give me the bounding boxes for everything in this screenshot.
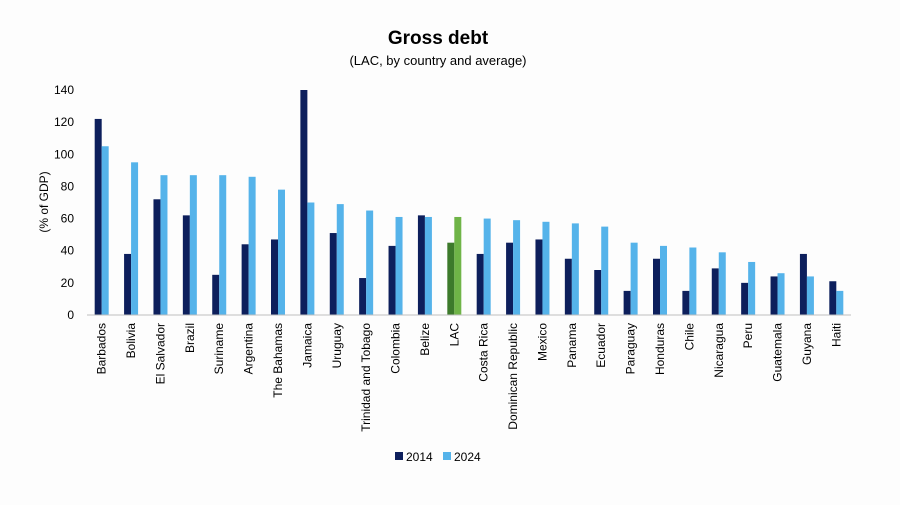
bar-2014-guatemala [770, 276, 778, 315]
y-axis: 0 20 40 60 80 100 120 140 [54, 83, 74, 322]
x-tick-label: Bolivia [124, 323, 138, 359]
bar-2014-barbados [94, 118, 102, 316]
x-tick-label: Barbados [95, 323, 109, 374]
x-axis-labels: Barbados Bolivia El Salvador Brazil Suriname… [95, 323, 844, 432]
bar-2024-brazil [189, 175, 197, 315]
x-tick-label: Panama [565, 323, 579, 368]
y-axis-label: (% of GDP) [37, 171, 51, 232]
legend: 2014 2024 [395, 450, 481, 464]
bar-2024-argentina [248, 176, 256, 315]
x-tick-label: Peru [741, 323, 755, 348]
bar-2024-dominican-republic [513, 220, 521, 315]
legend-label-2014: 2014 [406, 450, 433, 464]
bar-2024-el-salvador [160, 175, 168, 315]
x-tick-label: Argentina [242, 323, 256, 375]
bar-2024-belize [424, 216, 432, 315]
bar-2014-uruguay [329, 233, 337, 315]
y-tick-label: 100 [54, 147, 74, 161]
x-tick-label: Belize [418, 323, 432, 356]
bar-2014-the-bahamas [271, 239, 278, 315]
x-tick-label: Paraguay [624, 323, 638, 374]
bar-2024-colombia [395, 216, 403, 315]
y-tick-label: 60 [61, 212, 75, 226]
y-tick-label: 40 [61, 244, 75, 258]
bar-2024-panama [571, 223, 579, 315]
bar-2014-honduras [653, 258, 660, 315]
x-tick-label: Uruguay [330, 323, 344, 368]
bar-2024-uruguay [336, 204, 344, 315]
x-tick-label: Haiti [829, 323, 843, 347]
legend-swatch-2014 [395, 452, 403, 460]
bar-2014-suriname [212, 274, 220, 315]
bar-2014-paraguay [623, 290, 631, 315]
bar-2014-costa-rica [476, 253, 484, 315]
bar-2024-chile [689, 247, 697, 315]
bar-2014-argentina [241, 244, 249, 315]
bar-2024-jamaica [307, 202, 315, 315]
x-tick-label: Ecuador [594, 323, 608, 368]
x-tick-label: The Bahamas [271, 323, 285, 398]
x-tick-label: Jamaica [300, 323, 314, 368]
x-tick-label: Brazil [183, 323, 197, 353]
x-tick-label: Trinidad and Tobago [359, 323, 373, 432]
bar-2024-suriname [219, 175, 227, 315]
y-tick-label: 120 [54, 115, 74, 129]
bar-2024-haiti [836, 290, 844, 315]
bar-2014-trinidad-and-tobago [359, 278, 367, 315]
x-tick-label: Suriname [212, 323, 226, 375]
bar-2024-peru [748, 261, 756, 315]
x-tick-label: Colombia [389, 323, 403, 374]
legend-swatch-2024 [443, 452, 451, 460]
bar-2014-guyana [799, 253, 807, 315]
bar-2014-bolivia [124, 253, 132, 315]
bar-2024-paraguay [630, 242, 638, 315]
x-tick-label: Guatemala [771, 323, 785, 382]
x-tick-label: Nicaragua [712, 323, 726, 378]
chart-title: Gross debt [388, 28, 489, 49]
chart-subtitle: (LAC, by country and average) [349, 53, 526, 68]
bar-2014-chile [682, 290, 690, 315]
x-tick-label: Guyana [800, 323, 814, 365]
x-tick-label: LAC [447, 323, 461, 347]
bar-2024-ecuador [601, 226, 609, 315]
x-tick-label: Dominican Republic [506, 323, 520, 430]
bar-2014-haiti [829, 281, 837, 315]
bar-2024-barbados [101, 146, 109, 315]
x-tick-label: Honduras [653, 323, 667, 375]
x-tick-label: Chile [682, 323, 696, 351]
bar-2014-el-salvador [153, 199, 161, 315]
bar-2024-lac [454, 216, 462, 315]
bar-2014-mexico [535, 239, 543, 315]
y-tick-label: 140 [54, 83, 74, 97]
bar-2024-bolivia [131, 162, 139, 315]
legend-label-2024: 2024 [454, 450, 481, 464]
bar-2024-trinidad-and-tobago [366, 210, 374, 315]
bar-2024-costa-rica [483, 218, 491, 315]
bar-2014-belize [417, 215, 425, 315]
bar-2014-jamaica [300, 90, 308, 315]
bar-2024-guyana [806, 276, 814, 315]
bars-group [94, 90, 844, 316]
x-tick-label: Mexico [535, 323, 549, 361]
x-tick-label: El Salvador [153, 323, 167, 384]
y-tick-label: 0 [67, 308, 74, 322]
bar-2024-the-bahamas [278, 189, 285, 315]
bar-2014-brazil [182, 215, 190, 315]
bar-2014-peru [741, 282, 749, 315]
bar-2024-mexico [542, 221, 550, 315]
bar-2014-ecuador [594, 270, 602, 315]
bar-2014-lac [447, 242, 455, 315]
y-tick-label: 20 [61, 276, 75, 290]
bar-2024-guatemala [777, 273, 785, 315]
bar-2014-colombia [388, 245, 396, 315]
bar-2014-dominican-republic [506, 242, 514, 315]
bar-2014-panama [564, 258, 572, 315]
bar-2024-honduras [660, 245, 667, 315]
x-tick-label: Costa Rica [477, 323, 491, 382]
bar-2024-nicaragua [718, 252, 726, 315]
bar-2014-nicaragua [711, 268, 719, 315]
y-tick-label: 80 [61, 179, 75, 193]
